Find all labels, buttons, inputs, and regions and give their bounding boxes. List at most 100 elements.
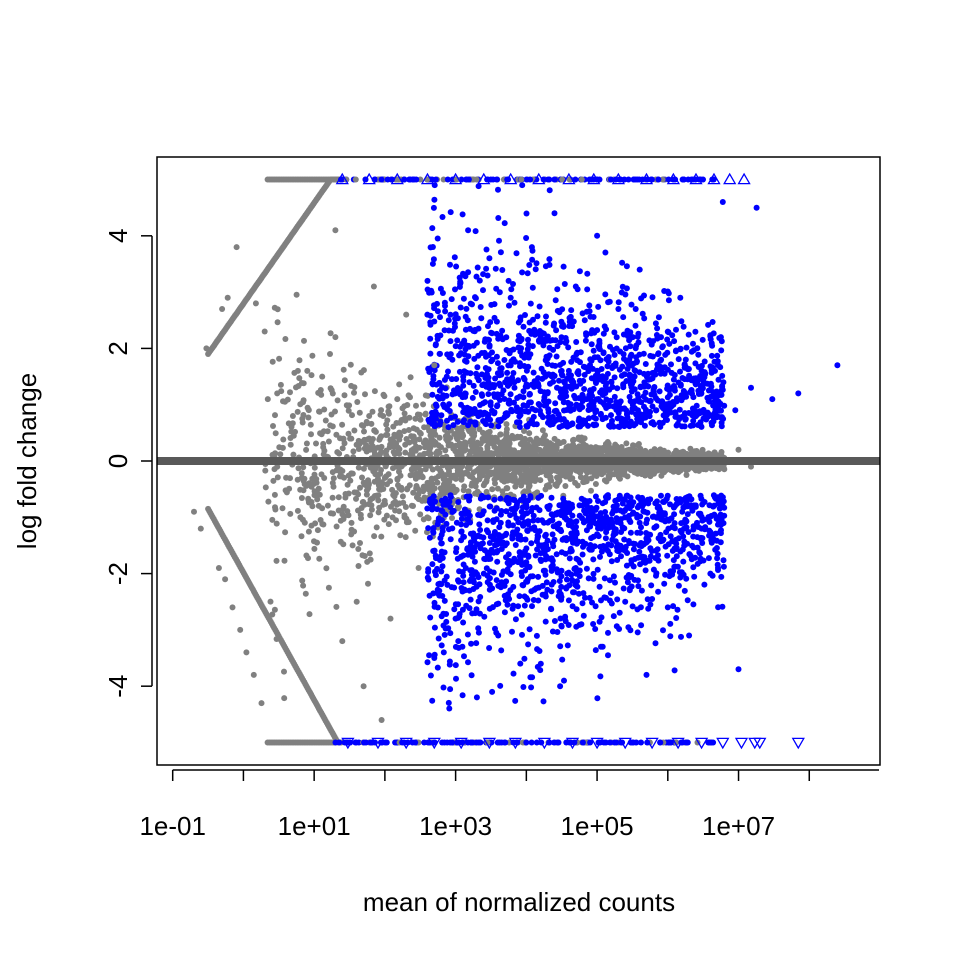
data-point (660, 627, 666, 634)
data-point (438, 412, 445, 419)
data-point (535, 573, 542, 580)
data-point (718, 573, 725, 580)
data-point (460, 295, 467, 302)
data-point (546, 417, 553, 424)
data-point (505, 551, 512, 558)
data-point (454, 472, 461, 478)
data-point (499, 533, 506, 540)
data-point (562, 339, 569, 346)
data-point (705, 398, 712, 405)
data-point (666, 340, 673, 347)
data-point (420, 401, 427, 408)
data-point (624, 473, 631, 480)
data-point (353, 489, 360, 496)
data-point (556, 377, 562, 384)
data-point (369, 408, 376, 415)
data-point (601, 575, 608, 582)
data-point (501, 357, 508, 363)
data-point (584, 286, 591, 293)
data-point (562, 550, 569, 557)
data-point (634, 391, 641, 398)
data-point (375, 497, 382, 504)
data-point (611, 329, 618, 336)
data-point (531, 383, 538, 390)
data-point (476, 277, 483, 284)
data-point (303, 440, 310, 447)
data-point (628, 408, 635, 415)
data-point (489, 349, 495, 356)
data-point (596, 337, 603, 344)
data-point (440, 649, 447, 656)
data-point (583, 332, 590, 339)
data-point (618, 553, 624, 560)
data-point (523, 235, 530, 241)
data-point (296, 375, 303, 382)
data-point (384, 426, 391, 433)
data-point (458, 470, 465, 477)
data-point (464, 470, 471, 477)
data-point (554, 468, 561, 475)
data-point (442, 433, 449, 440)
data-point (713, 537, 720, 544)
data-point (529, 603, 535, 610)
data-point (335, 507, 342, 514)
data-point (542, 486, 549, 493)
data-point (294, 408, 301, 415)
data-point (300, 397, 307, 404)
data-point (485, 391, 492, 398)
data-point (389, 514, 396, 521)
data-point (483, 421, 489, 428)
data-point (594, 354, 601, 361)
data-point (314, 527, 321, 534)
data-point (571, 532, 578, 539)
data-point (440, 684, 447, 691)
data-point (539, 329, 546, 336)
data-point (618, 529, 625, 535)
data-point (396, 446, 403, 453)
data-point (688, 387, 695, 394)
data-point (527, 493, 534, 500)
data-point (367, 512, 374, 519)
data-point (518, 552, 525, 559)
data-point (542, 319, 549, 326)
data-point (281, 695, 288, 702)
data-point (555, 438, 561, 445)
data-point (451, 584, 458, 591)
data-point (665, 290, 672, 297)
data-point (602, 535, 609, 542)
data-point (470, 327, 477, 334)
data-point (465, 342, 472, 349)
data-point (443, 498, 450, 505)
data-point (385, 408, 392, 415)
data-point (592, 409, 599, 416)
data-point (548, 373, 555, 380)
data-point (650, 389, 657, 396)
data-point (604, 547, 611, 554)
data-point (436, 449, 443, 456)
data-point (537, 334, 544, 341)
data-point (455, 433, 462, 440)
data-point (506, 562, 513, 569)
data-point (486, 428, 493, 435)
data-point (447, 351, 454, 358)
data-point (671, 525, 678, 532)
data-point (684, 540, 691, 547)
data-point (487, 503, 494, 510)
data-point (533, 538, 540, 545)
data-point (469, 394, 476, 401)
data-point (701, 358, 708, 365)
data-point (406, 482, 413, 489)
data-point (354, 399, 361, 405)
data-point (676, 416, 683, 423)
data-point (580, 543, 586, 550)
data-point (553, 353, 560, 360)
data-point (571, 392, 578, 399)
data-point (644, 557, 651, 564)
data-point (610, 573, 617, 580)
data-point (701, 410, 708, 417)
data-point (492, 375, 499, 382)
data-point (527, 452, 534, 458)
data-point (512, 697, 519, 704)
data-point (689, 405, 696, 412)
data-point (538, 365, 545, 372)
